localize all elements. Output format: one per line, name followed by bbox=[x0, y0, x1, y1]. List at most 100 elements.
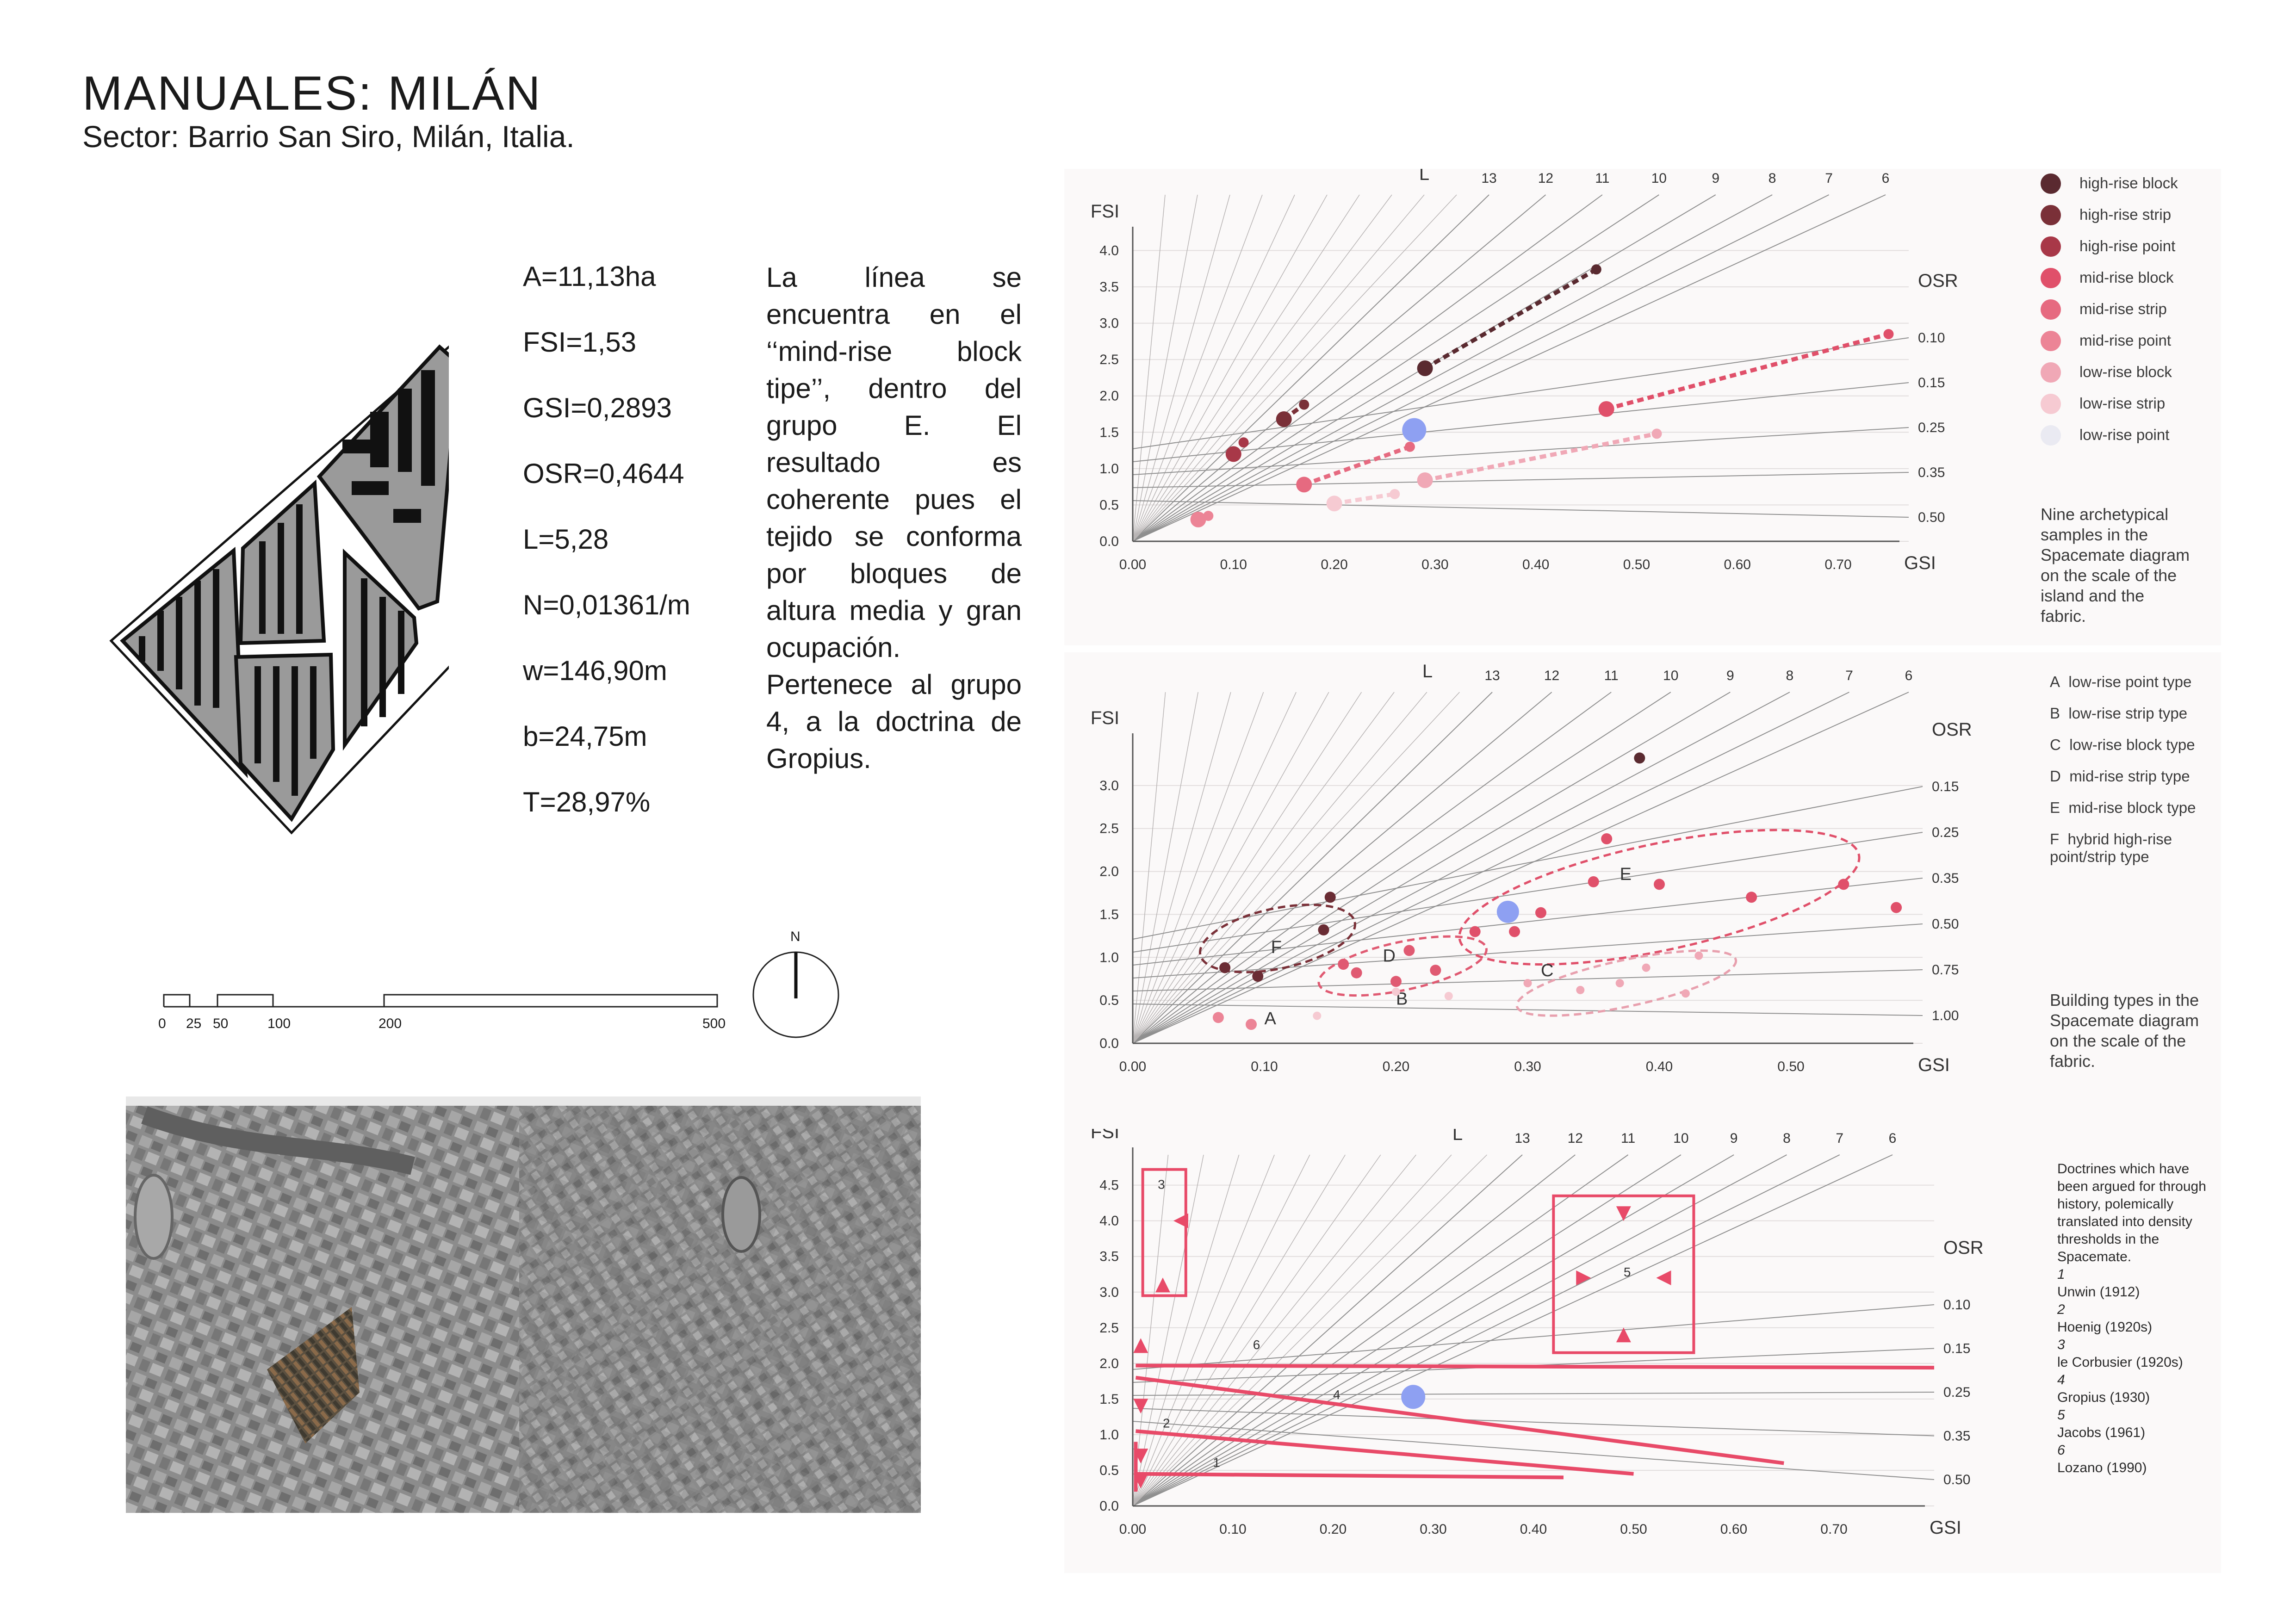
l-value-label: 8 bbox=[1769, 171, 1776, 186]
l-line bbox=[1132, 692, 1731, 1044]
l-line bbox=[1132, 194, 1659, 542]
doctrine-number: 6 bbox=[2057, 1443, 2065, 1458]
y-tick-label: 2.0 bbox=[1099, 864, 1119, 880]
group-label: C bbox=[1541, 961, 1553, 980]
page-title: MANUALES: MILÁN bbox=[82, 67, 542, 120]
l-line bbox=[1132, 692, 1166, 1044]
y-tick-label: 0.0 bbox=[1099, 1036, 1119, 1051]
group-label: D bbox=[1383, 947, 1396, 966]
data-point bbox=[1838, 879, 1849, 890]
doctrine-arrow bbox=[1616, 1327, 1631, 1343]
y-axis-label: FSI bbox=[1091, 1129, 1119, 1142]
y-tick-label: 1.5 bbox=[1099, 1392, 1119, 1407]
y-tick-label: 4.0 bbox=[1099, 243, 1119, 258]
doctrine-label: 1 bbox=[1213, 1455, 1220, 1469]
doctrine-name: Lozano (1990) bbox=[2057, 1460, 2147, 1475]
osr-value-label: 0.15 bbox=[1918, 375, 1945, 390]
group-legend-item: E mid-rise block type bbox=[2050, 799, 2235, 817]
x-tick-label: 0.10 bbox=[1251, 1059, 1278, 1074]
group-legend-item: D mid-rise strip type bbox=[2050, 768, 2235, 785]
metric-l: L=5,28 bbox=[523, 524, 609, 555]
x-tick-label: 0.30 bbox=[1420, 1522, 1446, 1537]
l-line bbox=[1132, 194, 1328, 542]
metric-fsi: FSI=1,53 bbox=[523, 327, 637, 358]
l-line bbox=[1132, 692, 1395, 1044]
group-legend-item: C low-rise block type bbox=[2050, 736, 2235, 754]
series-line bbox=[1334, 492, 1395, 506]
data-point bbox=[1430, 965, 1441, 976]
doctrine-name: Unwin (1912) bbox=[2057, 1284, 2140, 1300]
osr-value-label: 0.25 bbox=[1918, 420, 1945, 435]
legend-label: mid-rise strip bbox=[2079, 300, 2167, 317]
l-value-label: 10 bbox=[1673, 1131, 1688, 1146]
data-point bbox=[1351, 967, 1362, 979]
l-value-label: 7 bbox=[1836, 1131, 1843, 1146]
l-value-label: 11 bbox=[1604, 668, 1619, 683]
data-point bbox=[1523, 979, 1532, 987]
osr-label: OSR bbox=[1932, 719, 1972, 740]
group-desc: low-rise block type bbox=[2069, 736, 2195, 753]
x-tick-label: 0.20 bbox=[1383, 1059, 1409, 1074]
osr-label: OSR bbox=[1943, 1238, 1984, 1258]
l-line bbox=[1132, 692, 1264, 1044]
x-axis-label: GSI bbox=[1930, 1518, 1961, 1538]
osr-line bbox=[1132, 472, 1909, 488]
osr-line bbox=[1132, 923, 1923, 979]
y-axis-label: FSI bbox=[1091, 201, 1119, 222]
data-point bbox=[1681, 989, 1690, 998]
description-paragraph-1: La línea se encuentra en el ‘‘mind-rise … bbox=[766, 262, 1022, 663]
data-point bbox=[1601, 833, 1613, 844]
data-point bbox=[1338, 959, 1349, 970]
group-desc: low-rise strip type bbox=[2068, 705, 2188, 722]
legend-swatch bbox=[2041, 331, 2061, 351]
l-line bbox=[1132, 692, 1362, 1044]
l-line bbox=[1132, 194, 1230, 542]
metric-b: b=24,75m bbox=[523, 721, 647, 752]
doctrine-label: 4 bbox=[1333, 1388, 1340, 1402]
data-point bbox=[1225, 446, 1241, 462]
legend-label: mid-rise block bbox=[2079, 269, 2174, 286]
l-value-label: 11 bbox=[1595, 171, 1609, 186]
legend-label: low-rise block bbox=[2079, 363, 2172, 380]
y-tick-label: 1.0 bbox=[1099, 1427, 1119, 1443]
north-arrow bbox=[752, 951, 839, 1038]
osr-value-label: 0.35 bbox=[1918, 465, 1945, 480]
osr-value-label: 0.75 bbox=[1932, 962, 1959, 978]
y-tick-label: 0.5 bbox=[1099, 993, 1119, 1008]
scale-label: 200 bbox=[379, 1016, 402, 1031]
x-tick-label: 0.70 bbox=[1824, 557, 1851, 572]
y-tick-label: 2.0 bbox=[1099, 389, 1119, 404]
aerial-map bbox=[126, 1096, 921, 1513]
osr-line bbox=[1132, 427, 1909, 475]
l-value-label: 6 bbox=[1905, 668, 1913, 683]
chart-2-note: Building types in the Spacemate diagram … bbox=[2050, 991, 2199, 1071]
l-line bbox=[1132, 1154, 1381, 1506]
legend-label: low-rise point bbox=[2079, 426, 2170, 443]
osr-line bbox=[1132, 786, 1923, 940]
legend-swatch bbox=[2041, 394, 2061, 414]
osr-value-label: 0.15 bbox=[1932, 779, 1959, 794]
doctrine-arrow bbox=[1173, 1213, 1188, 1228]
doctrine-number: 1 bbox=[2057, 1267, 2065, 1282]
series-line bbox=[1424, 267, 1598, 370]
osr-line bbox=[1132, 500, 1909, 518]
chart-1-note: Nine archetypical samples in the Spacema… bbox=[2041, 505, 2190, 626]
x-tick-label: 0.10 bbox=[1220, 557, 1247, 572]
y-tick-label: 1.0 bbox=[1099, 461, 1119, 477]
group-desc: low-rise point type bbox=[2068, 673, 2192, 690]
legend-swatch bbox=[2041, 268, 2061, 288]
doctrine-number: 4 bbox=[2057, 1372, 2065, 1388]
legend-label: low-rise strip bbox=[2079, 395, 2166, 412]
x-tick-label: 0.00 bbox=[1119, 1059, 1146, 1074]
osr-line bbox=[1132, 1408, 1935, 1437]
data-point bbox=[1252, 971, 1264, 982]
y-tick-label: 2.5 bbox=[1099, 352, 1119, 367]
doctrine-legend: Doctrines which have been argued for thr… bbox=[2057, 1160, 2224, 1477]
data-point bbox=[1598, 401, 1614, 417]
data-point bbox=[1324, 892, 1336, 903]
osr-value-label: 0.10 bbox=[1918, 330, 1945, 346]
data-point bbox=[1651, 428, 1662, 439]
l-line bbox=[1132, 194, 1603, 542]
osr-label: OSR bbox=[1918, 271, 1958, 291]
series-line bbox=[1606, 332, 1889, 411]
